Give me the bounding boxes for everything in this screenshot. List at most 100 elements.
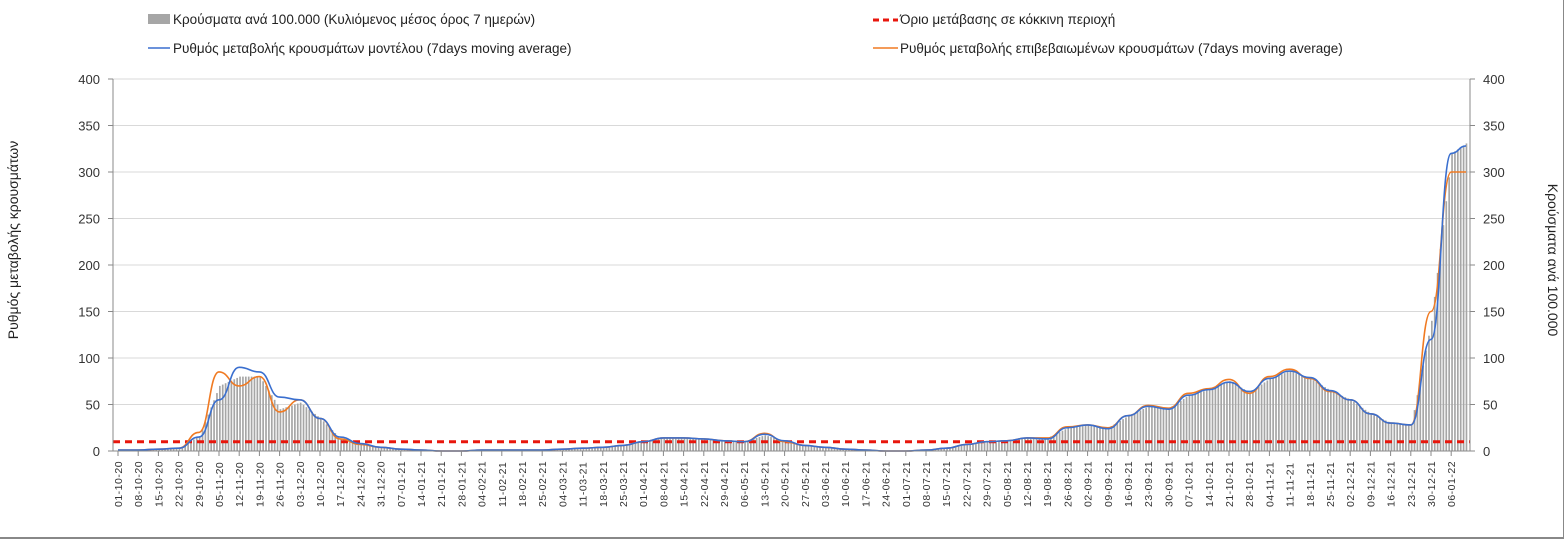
case-bar xyxy=(989,441,992,451)
case-bar xyxy=(810,445,813,451)
case-bar xyxy=(1058,432,1061,451)
case-bar xyxy=(343,439,345,451)
case-bar xyxy=(617,445,619,451)
y-axis-right-title: Κρούσματα ανά 100.000 xyxy=(1545,184,1561,337)
x-tick-label: 18-03-21 xyxy=(598,461,610,507)
case-bars xyxy=(118,143,1468,452)
y-tick-left: 50 xyxy=(86,398,100,413)
case-bar xyxy=(363,444,365,451)
case-bar xyxy=(1402,424,1404,451)
case-bar xyxy=(161,449,163,451)
case-bar xyxy=(1214,387,1217,451)
case-bar xyxy=(1110,426,1113,451)
case-bar xyxy=(1116,422,1119,451)
case-bar xyxy=(588,447,591,451)
case-bar xyxy=(951,447,954,451)
case-bar xyxy=(1448,177,1450,452)
x-tick-label: 08-07-21 xyxy=(921,461,933,507)
case-bar xyxy=(1136,411,1139,451)
x-tick-label: 22-07-21 xyxy=(961,461,973,507)
case-bar xyxy=(1431,320,1433,451)
case-bar xyxy=(268,390,270,451)
x-tick-label: 29-10-20 xyxy=(194,461,206,507)
case-bar xyxy=(230,380,233,451)
case-bar xyxy=(1003,440,1006,451)
case-bar xyxy=(957,446,960,451)
case-bar xyxy=(1335,393,1338,451)
case-bar xyxy=(1122,419,1124,451)
case-bar xyxy=(1312,380,1315,451)
case-bar xyxy=(576,448,579,451)
case-bar xyxy=(1029,437,1032,451)
x-tick-label: 31-12-20 xyxy=(376,461,388,507)
case-bar xyxy=(980,442,983,451)
case-bar xyxy=(666,437,668,451)
case-bar xyxy=(1067,427,1070,451)
case-bar xyxy=(579,448,582,451)
case-bar xyxy=(744,441,746,451)
case-bar xyxy=(825,447,827,451)
case-bar xyxy=(1012,439,1015,451)
case-bar xyxy=(724,440,726,451)
case-bar xyxy=(850,449,853,451)
case-bar xyxy=(340,438,342,451)
case-bar xyxy=(807,445,810,451)
x-tick-label: 01-10-20 xyxy=(113,461,125,507)
x-tick-label: 15-07-21 xyxy=(941,461,953,507)
case-bar xyxy=(966,444,969,451)
case-bar xyxy=(389,448,391,451)
case-bar xyxy=(582,448,585,451)
case-bar xyxy=(369,445,371,451)
case-bar xyxy=(943,448,945,451)
case-bar xyxy=(1229,381,1231,451)
case-bar xyxy=(1171,406,1173,451)
x-tick-label: 30-12-21 xyxy=(1426,461,1438,507)
case-bar xyxy=(1151,406,1153,451)
x-tick-label: 19-08-21 xyxy=(1042,461,1054,507)
case-bar xyxy=(285,407,288,451)
case-bar xyxy=(207,414,210,451)
case-bar xyxy=(265,385,267,451)
x-tick-label: 10-12-20 xyxy=(315,461,327,507)
case-bar xyxy=(674,437,677,451)
case-bar xyxy=(244,376,247,451)
case-bar xyxy=(1436,272,1439,451)
case-bar xyxy=(712,439,715,451)
case-bar xyxy=(631,443,634,451)
case-bar xyxy=(1272,377,1274,451)
case-bar xyxy=(556,449,559,451)
case-bar xyxy=(299,402,302,451)
case-bar xyxy=(1234,384,1237,451)
case-bar xyxy=(773,437,775,451)
case-bar xyxy=(1445,201,1448,451)
case-bar xyxy=(972,443,974,451)
x-tick-label: 25-11-21 xyxy=(1325,462,1337,507)
case-bar xyxy=(366,445,368,451)
x-tick-label: 26-08-21 xyxy=(1062,461,1074,507)
case-bar xyxy=(1027,437,1029,451)
case-bar xyxy=(354,442,357,451)
x-tick-label: 18-11-21 xyxy=(1305,462,1317,507)
case-bar xyxy=(735,441,738,451)
case-bar xyxy=(1194,393,1197,451)
case-bar xyxy=(256,376,259,451)
x-tick-label: 18-02-21 xyxy=(517,461,529,507)
x-tick-label: 13-05-21 xyxy=(759,461,771,507)
case-bar xyxy=(839,448,842,451)
x-tick-label: 07-10-21 xyxy=(1184,461,1196,507)
case-bar xyxy=(686,438,689,451)
case-bar xyxy=(397,448,400,451)
case-bar xyxy=(400,449,403,451)
case-bar xyxy=(986,441,989,451)
case-bar xyxy=(204,421,207,451)
case-bar xyxy=(585,448,588,451)
x-tick-label: 01-07-21 xyxy=(901,461,913,507)
case-bar xyxy=(1099,426,1101,451)
x-tick-label: 03-12-20 xyxy=(295,461,307,507)
case-bar xyxy=(1211,388,1214,451)
case-bar xyxy=(715,439,718,451)
case-bar xyxy=(172,448,175,451)
case-bar xyxy=(1410,424,1413,451)
case-bar xyxy=(1084,425,1087,451)
case-bar xyxy=(767,436,769,451)
